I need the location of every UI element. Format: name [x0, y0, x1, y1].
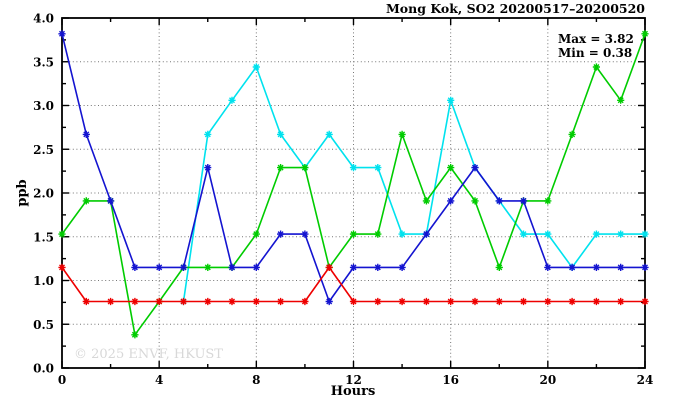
x-tick-label: 12 [345, 373, 362, 387]
x-tick-label: 4 [155, 373, 163, 387]
x-tick-label: 8 [252, 373, 260, 387]
cyan-series-line [182, 66, 645, 302]
x-tick-label: 0 [58, 373, 66, 387]
cyan-series-markers [179, 63, 649, 306]
y-tick-label: 0.0 [33, 362, 54, 376]
red-series-markers [58, 263, 649, 306]
chart-title: Mong Kok, SO2 20200517–20200520 [386, 1, 645, 16]
data-series [58, 30, 649, 339]
y-axis-label: ppb [15, 179, 30, 206]
y-tick-label: 1.0 [33, 274, 54, 288]
x-tick-label: 24 [637, 373, 654, 387]
x-tick-label: 20 [539, 373, 556, 387]
max-annotation: Max = 3.82 [558, 32, 634, 46]
x-axis-label: Hours [331, 384, 376, 399]
axes: 0 4 8 12 16 20 24 0.0 0.5 1.0 1.5 2.0 2.5 3.0 3.5 4.0 [33, 12, 653, 388]
x-tick-label: 16 [442, 373, 459, 387]
y-tick-label: 0.5 [33, 318, 54, 332]
gridlines [62, 18, 645, 368]
y-tick-label: 4.0 [33, 12, 54, 26]
blue-series-markers [58, 30, 649, 306]
y-tick-label: 2.5 [33, 143, 54, 157]
y-tick-label: 3.0 [33, 99, 54, 113]
min-annotation: Min = 0.38 [558, 46, 632, 60]
y-tick-label: 1.5 [33, 230, 54, 244]
watermark: © 2025 ENVF, HKUST [74, 347, 223, 362]
y-tick-label: 2.0 [33, 187, 54, 201]
y-tick-label: 3.5 [33, 55, 54, 69]
